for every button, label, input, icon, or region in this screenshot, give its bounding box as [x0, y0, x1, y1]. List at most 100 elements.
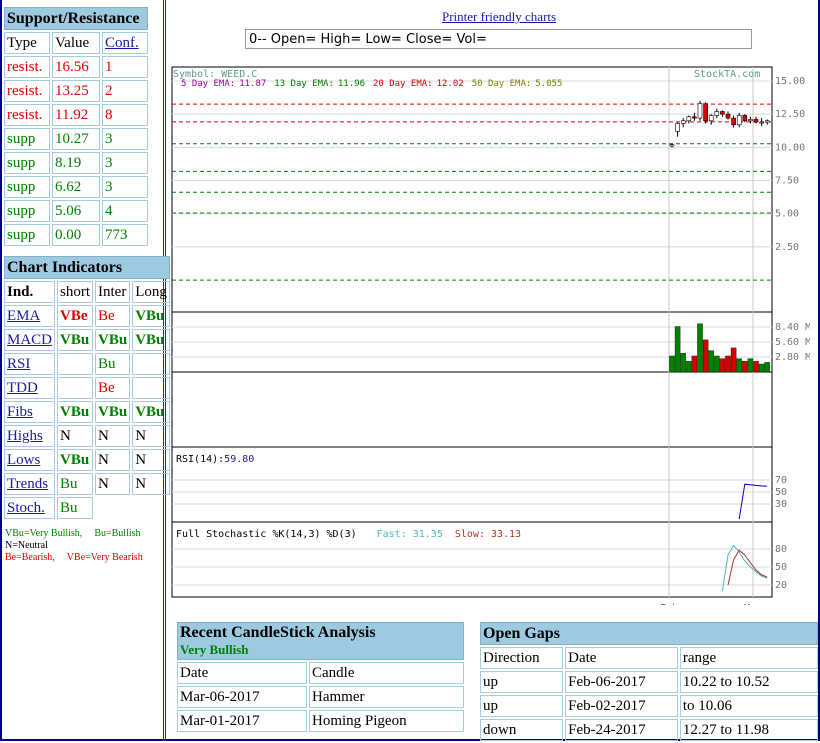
key-entry: N=Neutral [5, 540, 48, 551]
ema-label: 13 Day EMA: [274, 79, 334, 89]
indicator-signal: N [132, 449, 170, 471]
section-title: Open Gaps [480, 622, 818, 645]
candle-body [686, 116, 692, 122]
header-row: Ind. short Inter Long [4, 281, 170, 303]
indicator-signal: Bu [57, 473, 94, 495]
candle-row: Mar-01-2017 Homing Pigeon [177, 710, 464, 732]
candle-body [742, 115, 748, 122]
symbol-label: Symbol: WEED.C [173, 69, 257, 80]
rsi-value: 59.80 [224, 454, 254, 465]
indicator-name[interactable]: Highs [4, 425, 56, 447]
indicator-signal: N [95, 449, 131, 471]
candle-body [725, 113, 731, 119]
level-value: 13.25 [52, 80, 100, 102]
volume-bar [697, 323, 703, 373]
level-value: 8.19 [52, 152, 100, 174]
candle-body [703, 103, 708, 122]
rsi-legend: RSI(14):59.80 [176, 454, 254, 465]
column-header: range [679, 647, 818, 669]
slow-label: Slow: [455, 529, 485, 540]
level-value: 6.62 [52, 176, 100, 198]
gap-cell: to 10.06 [679, 695, 818, 717]
volume-bar [702, 339, 709, 373]
volume-bar [691, 355, 698, 373]
title-row: Chart Indicators [4, 256, 170, 279]
indicator-signal: N [95, 425, 131, 447]
indicator-name[interactable]: Fibs [4, 401, 56, 423]
column-header: Value [52, 32, 100, 54]
y-tick-label: 5.60 M [775, 337, 810, 348]
gap-cell: Feb-06-2017 [565, 671, 678, 693]
level-type: resist. [4, 80, 50, 102]
indicator-name[interactable]: EMA [4, 305, 56, 327]
indicator-name[interactable]: Stoch. [4, 497, 56, 519]
indicator-signal: VBu [57, 329, 94, 351]
ema-value: 11.87 [239, 79, 266, 89]
y-tick-label: 30 [775, 499, 787, 510]
indicator-name[interactable]: Lows [4, 449, 56, 471]
level-conf: 3 [102, 128, 148, 150]
level-conf: 1 [102, 56, 148, 78]
level-row: supp 5.06 4 [4, 200, 148, 222]
indicator-signal: N [95, 473, 131, 495]
slow-value: 33.13 [491, 529, 521, 540]
watermark: StockTA.com [694, 69, 760, 80]
level-type: resist. [4, 104, 50, 126]
candle-body [697, 103, 703, 119]
level-conf: 3 [102, 152, 148, 174]
indicator-row: Highs N N N [4, 425, 170, 447]
indicator-signal: Be [95, 305, 131, 327]
volume-bar [714, 355, 720, 373]
open-gaps-table: Open Gaps Direction Date range up Feb-06-2017… [478, 620, 820, 743]
y-tick-label: 15.00 [775, 76, 805, 87]
y-tick-label: 5.00 [775, 209, 799, 220]
column-divider [163, 0, 166, 741]
x-tick-label: Mar [744, 603, 762, 605]
fast-value: 31.35 [413, 529, 443, 540]
gap-cell: up [480, 671, 564, 693]
section-title: Chart Indicators [4, 256, 170, 279]
column-header: Ind. [4, 281, 56, 303]
empty-cell [57, 377, 94, 399]
indicator-name[interactable]: Trends [4, 473, 56, 495]
ema-value: 11.96 [338, 79, 365, 89]
indicator-row: Trends Bu N N [4, 473, 170, 495]
candle-body [675, 123, 680, 132]
level-conf: 8 [102, 104, 148, 126]
chart-frame [171, 66, 773, 598]
indicator-signal: VBu [132, 401, 170, 423]
candle-cell: Homing Pigeon [309, 710, 464, 732]
section-title: Support/Resistance [4, 7, 148, 30]
indicator-signal: VBu [57, 449, 94, 471]
stoch-fast-line [721, 544, 768, 592]
column-header: Direction [480, 647, 564, 669]
printer-link[interactable]: Printer friendly charts [442, 9, 557, 24]
indicator-name[interactable]: TDD [4, 377, 56, 399]
level-row: supp 0.00 773 [4, 224, 148, 246]
level-row: resist. 13.25 2 [4, 80, 148, 102]
indicator-row: RSI Bu [4, 353, 170, 375]
level-value: 10.27 [52, 128, 100, 150]
volume-bar [674, 326, 681, 373]
indicator-name[interactable]: RSI [4, 353, 56, 375]
indicator-row: Lows VBu N N [4, 449, 170, 471]
level-row: supp 8.19 3 [4, 152, 148, 174]
volume-bar [680, 353, 686, 373]
candle-cell: Hammer [309, 686, 464, 708]
indicator-name[interactable]: MACD [4, 329, 56, 351]
gap-cell: 12.27 to 11.98 [679, 719, 818, 741]
column-header[interactable]: Conf. [102, 32, 148, 54]
key-entry: VBe=Very Bearish [66, 552, 143, 563]
x-tick-label: Feb [660, 603, 678, 605]
support-resistance-table: Support/Resistance Type Value Conf. resist. 1… [2, 5, 150, 248]
section-title: Recent CandleStick Analysis [180, 624, 376, 641]
level-conf: 4 [102, 200, 148, 222]
y-tick-label: 80 [775, 544, 787, 555]
stoch-label: Full Stochastic %K(14,3) %D(3) [176, 529, 357, 540]
title-row: Open Gaps [480, 622, 818, 645]
gap-cell: down [480, 719, 564, 741]
indicator-signal: VBu [132, 329, 170, 351]
volume-bar [747, 358, 754, 373]
y-tick-label: 50 [775, 562, 787, 573]
indicator-signal: VBu [132, 305, 170, 327]
